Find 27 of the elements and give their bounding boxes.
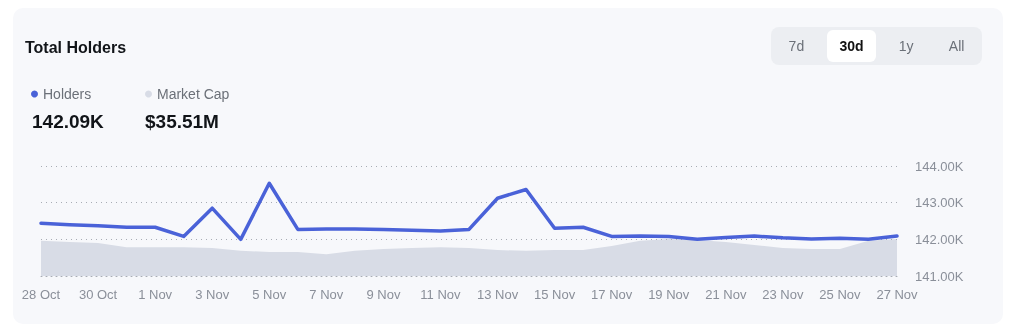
line-series [39,181,899,242]
legend-label: Market Cap [157,86,230,102]
y-tick-label: 144.00K [915,158,964,174]
x-tick-label: 1 Nov [138,287,173,302]
x-tick-label: 13 Nov [476,287,519,302]
x-tick-label: 3 Nov [195,287,230,302]
x-tick-label: 23 Nov [762,287,804,302]
chart-title: Total Holders [25,38,127,56]
x-tick-label: 19 Nov [648,287,690,302]
x-tick-label: 7 Nov [309,287,344,302]
x-tick-label: 9 Nov [366,287,401,302]
x-tick-label: 15 Nov [534,287,576,302]
x-tick-label: 5 Nov [252,287,287,302]
y-tick-label: 143.00K [915,195,964,211]
x-tick-label: 30 Oct [78,287,118,302]
x-tick-label: 11 Nov [420,287,462,302]
x-tick-label: 25 Nov [819,287,862,302]
time-range-selector: 7d 30d 1y All [771,27,982,65]
x-tick-label: 17 Nov [591,287,633,302]
y-tick-label: 141.00K [915,268,964,284]
text: $35.51M [145,111,219,132]
legend-label: Holders [43,86,92,102]
x-tick-label: 27 Nov [876,287,919,302]
y-tick-label: 142.00K [915,231,964,247]
text: 142.09K [32,111,105,132]
x-tick-label: 28 Oct [21,287,61,302]
x-tick-label: 21 Nov [705,287,747,302]
